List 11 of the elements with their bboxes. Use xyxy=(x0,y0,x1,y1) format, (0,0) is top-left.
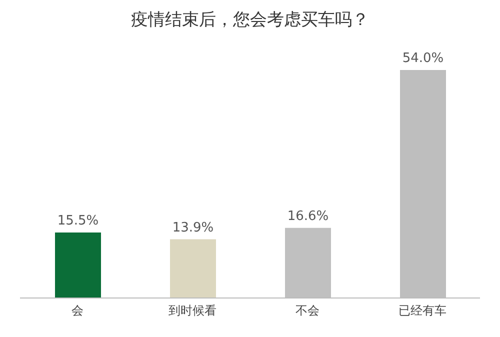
x-tick-label: 会 xyxy=(72,304,84,318)
bar xyxy=(55,232,101,298)
x-tick-label: 已经有车 xyxy=(398,304,446,318)
x-tick-label: 不会 xyxy=(296,304,320,318)
data-label: 15.5% xyxy=(57,214,99,229)
bar xyxy=(170,239,216,298)
x-tick-label: 到时候看 xyxy=(168,304,216,318)
data-label: 54.0% xyxy=(402,51,444,66)
chart-title: 疫情结束后，您会考虑买车吗？ xyxy=(130,9,370,31)
data-label: 16.6% xyxy=(287,208,329,224)
data-label: 13.9% xyxy=(172,220,214,236)
